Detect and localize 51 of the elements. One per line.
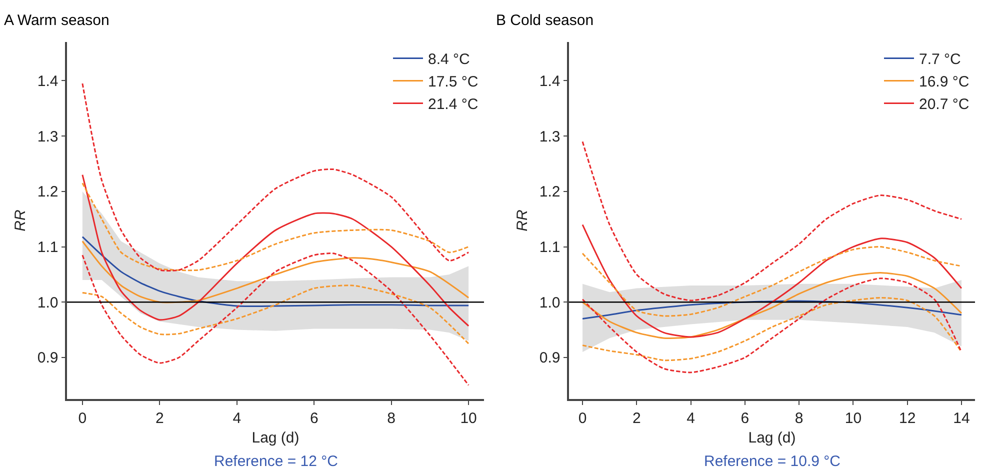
x-axis-title: Lag (d) xyxy=(252,429,300,446)
x-tick-label: 6 xyxy=(740,410,750,427)
x-tick-label: 8 xyxy=(794,410,804,427)
line-series xyxy=(82,174,470,327)
y-axis-title: RR xyxy=(12,210,30,232)
y-tick-label: 1.3 xyxy=(37,128,58,146)
line-series xyxy=(82,252,470,386)
legend-label: 16.9 °C xyxy=(919,74,970,91)
x-axis-title: Lag (d) xyxy=(748,429,796,446)
chart-title: B Cold season xyxy=(496,12,594,29)
y-tick-label: 1.4 xyxy=(539,72,560,90)
legend-label: 8.4 °C xyxy=(428,51,470,68)
x-tick-label: 10 xyxy=(460,410,477,427)
line-series xyxy=(582,224,962,338)
line-series xyxy=(582,246,962,317)
x-tick-label: 14 xyxy=(953,410,970,427)
y-tick-label: 0.9 xyxy=(539,350,560,367)
y-tick-label: 1.1 xyxy=(539,239,560,256)
y-tick-label: 1.4 xyxy=(37,72,58,90)
line-series xyxy=(582,272,962,339)
y-tick-label: 1.2 xyxy=(37,184,58,201)
legend-label: 21.4 °C xyxy=(428,96,478,114)
legend-label: 20.7 °C xyxy=(919,96,970,114)
x-tick-label: 0 xyxy=(578,410,587,427)
text: Reference = 12 °C xyxy=(214,453,338,470)
x-tick-label: 10 xyxy=(844,410,862,427)
y-tick-label: 1.0 xyxy=(539,294,560,312)
x-tick-label: 2 xyxy=(156,410,164,427)
y-tick-label: 1.2 xyxy=(539,184,560,201)
x-tick-label: 12 xyxy=(898,410,916,427)
y-tick-label: 1.1 xyxy=(37,239,58,256)
legend-label: 7.7 °C xyxy=(919,51,962,68)
x-tick-label: 8 xyxy=(387,410,396,427)
x-tick-label: 2 xyxy=(632,410,641,427)
x-tick-label: 4 xyxy=(232,410,242,427)
line-series xyxy=(582,278,962,374)
x-tick-label: 6 xyxy=(310,410,318,427)
x-tick-label: 0 xyxy=(78,410,87,427)
line-series xyxy=(82,284,470,344)
line-series xyxy=(582,140,962,302)
y-tick-label: 1.0 xyxy=(37,294,58,312)
y-tick-label: 0.9 xyxy=(37,350,58,367)
y-axis-title: RR xyxy=(514,210,532,232)
line-series xyxy=(582,296,962,362)
x-tick-label: 4 xyxy=(686,410,695,427)
text: Reference = 10.9 °C xyxy=(704,453,841,470)
y-tick-label: 1.3 xyxy=(539,128,560,146)
legend-label: 17.5 °C xyxy=(428,74,478,91)
line-series xyxy=(82,182,470,272)
chart-title: A Warm season xyxy=(4,12,110,29)
line-series xyxy=(582,300,962,320)
